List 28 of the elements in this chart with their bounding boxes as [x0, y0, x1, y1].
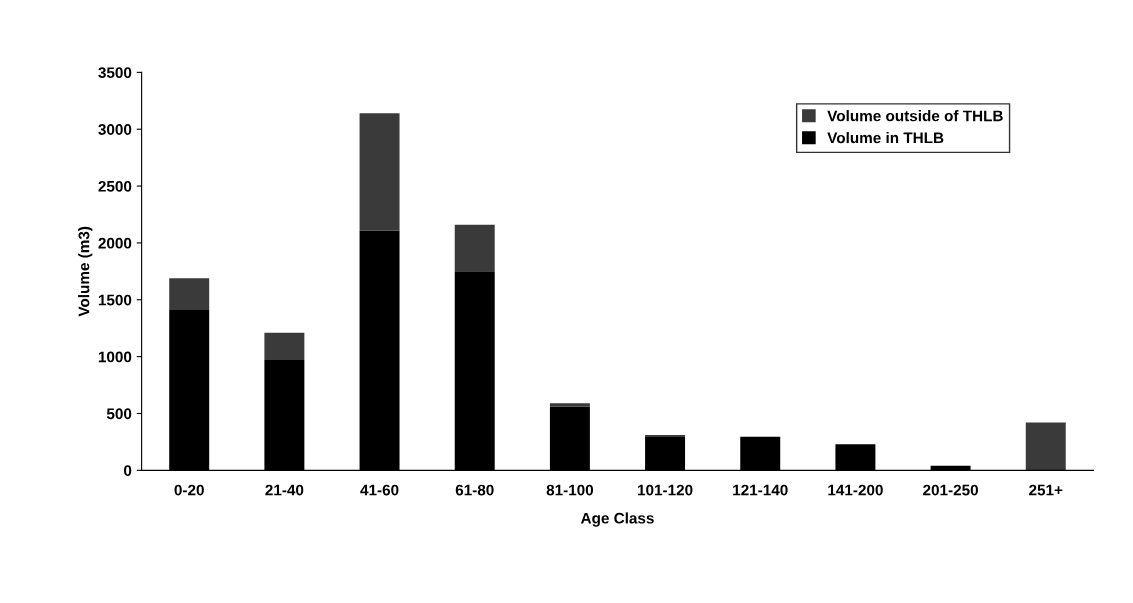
x-tick-label: 141-200 — [828, 484, 883, 496]
y-tick-label: 1000 — [98, 351, 132, 363]
y-tick-label: 1500 — [98, 294, 132, 306]
y-tick-label: 0 — [124, 465, 132, 477]
x-tick-label: 101-120 — [638, 484, 693, 496]
y-tick-label: 2000 — [98, 237, 132, 249]
bar — [359, 113, 400, 231]
x-tick-label: 201-250 — [923, 484, 978, 496]
y-axis-title: Volume (m3) — [78, 226, 93, 317]
x-axis-title: Age Class — [580, 512, 654, 527]
bar — [169, 278, 210, 311]
legend-label: Volume outside of THLB — [827, 110, 1003, 122]
x-tick-label: 21-40 — [265, 484, 304, 496]
x-tick-label: 0-20 — [174, 484, 204, 496]
y-tick-label: 3000 — [98, 124, 132, 135]
bar — [454, 224, 495, 272]
x-tick-label: 61-80 — [455, 484, 494, 496]
bar — [264, 332, 305, 361]
y-tick-label: 2500 — [98, 180, 132, 192]
x-tick-label: 41-60 — [360, 484, 399, 496]
bar — [1025, 422, 1066, 471]
x-tick-label: 81-100 — [546, 484, 594, 496]
x-tick-label: 121-140 — [733, 484, 788, 496]
bar — [549, 403, 590, 407]
y-tick-label: 500 — [106, 408, 132, 420]
y-tick-label: 3500 — [98, 67, 132, 79]
x-tick-label: 251+ — [1029, 484, 1063, 496]
legend-label: Volume in THLB — [827, 132, 944, 144]
